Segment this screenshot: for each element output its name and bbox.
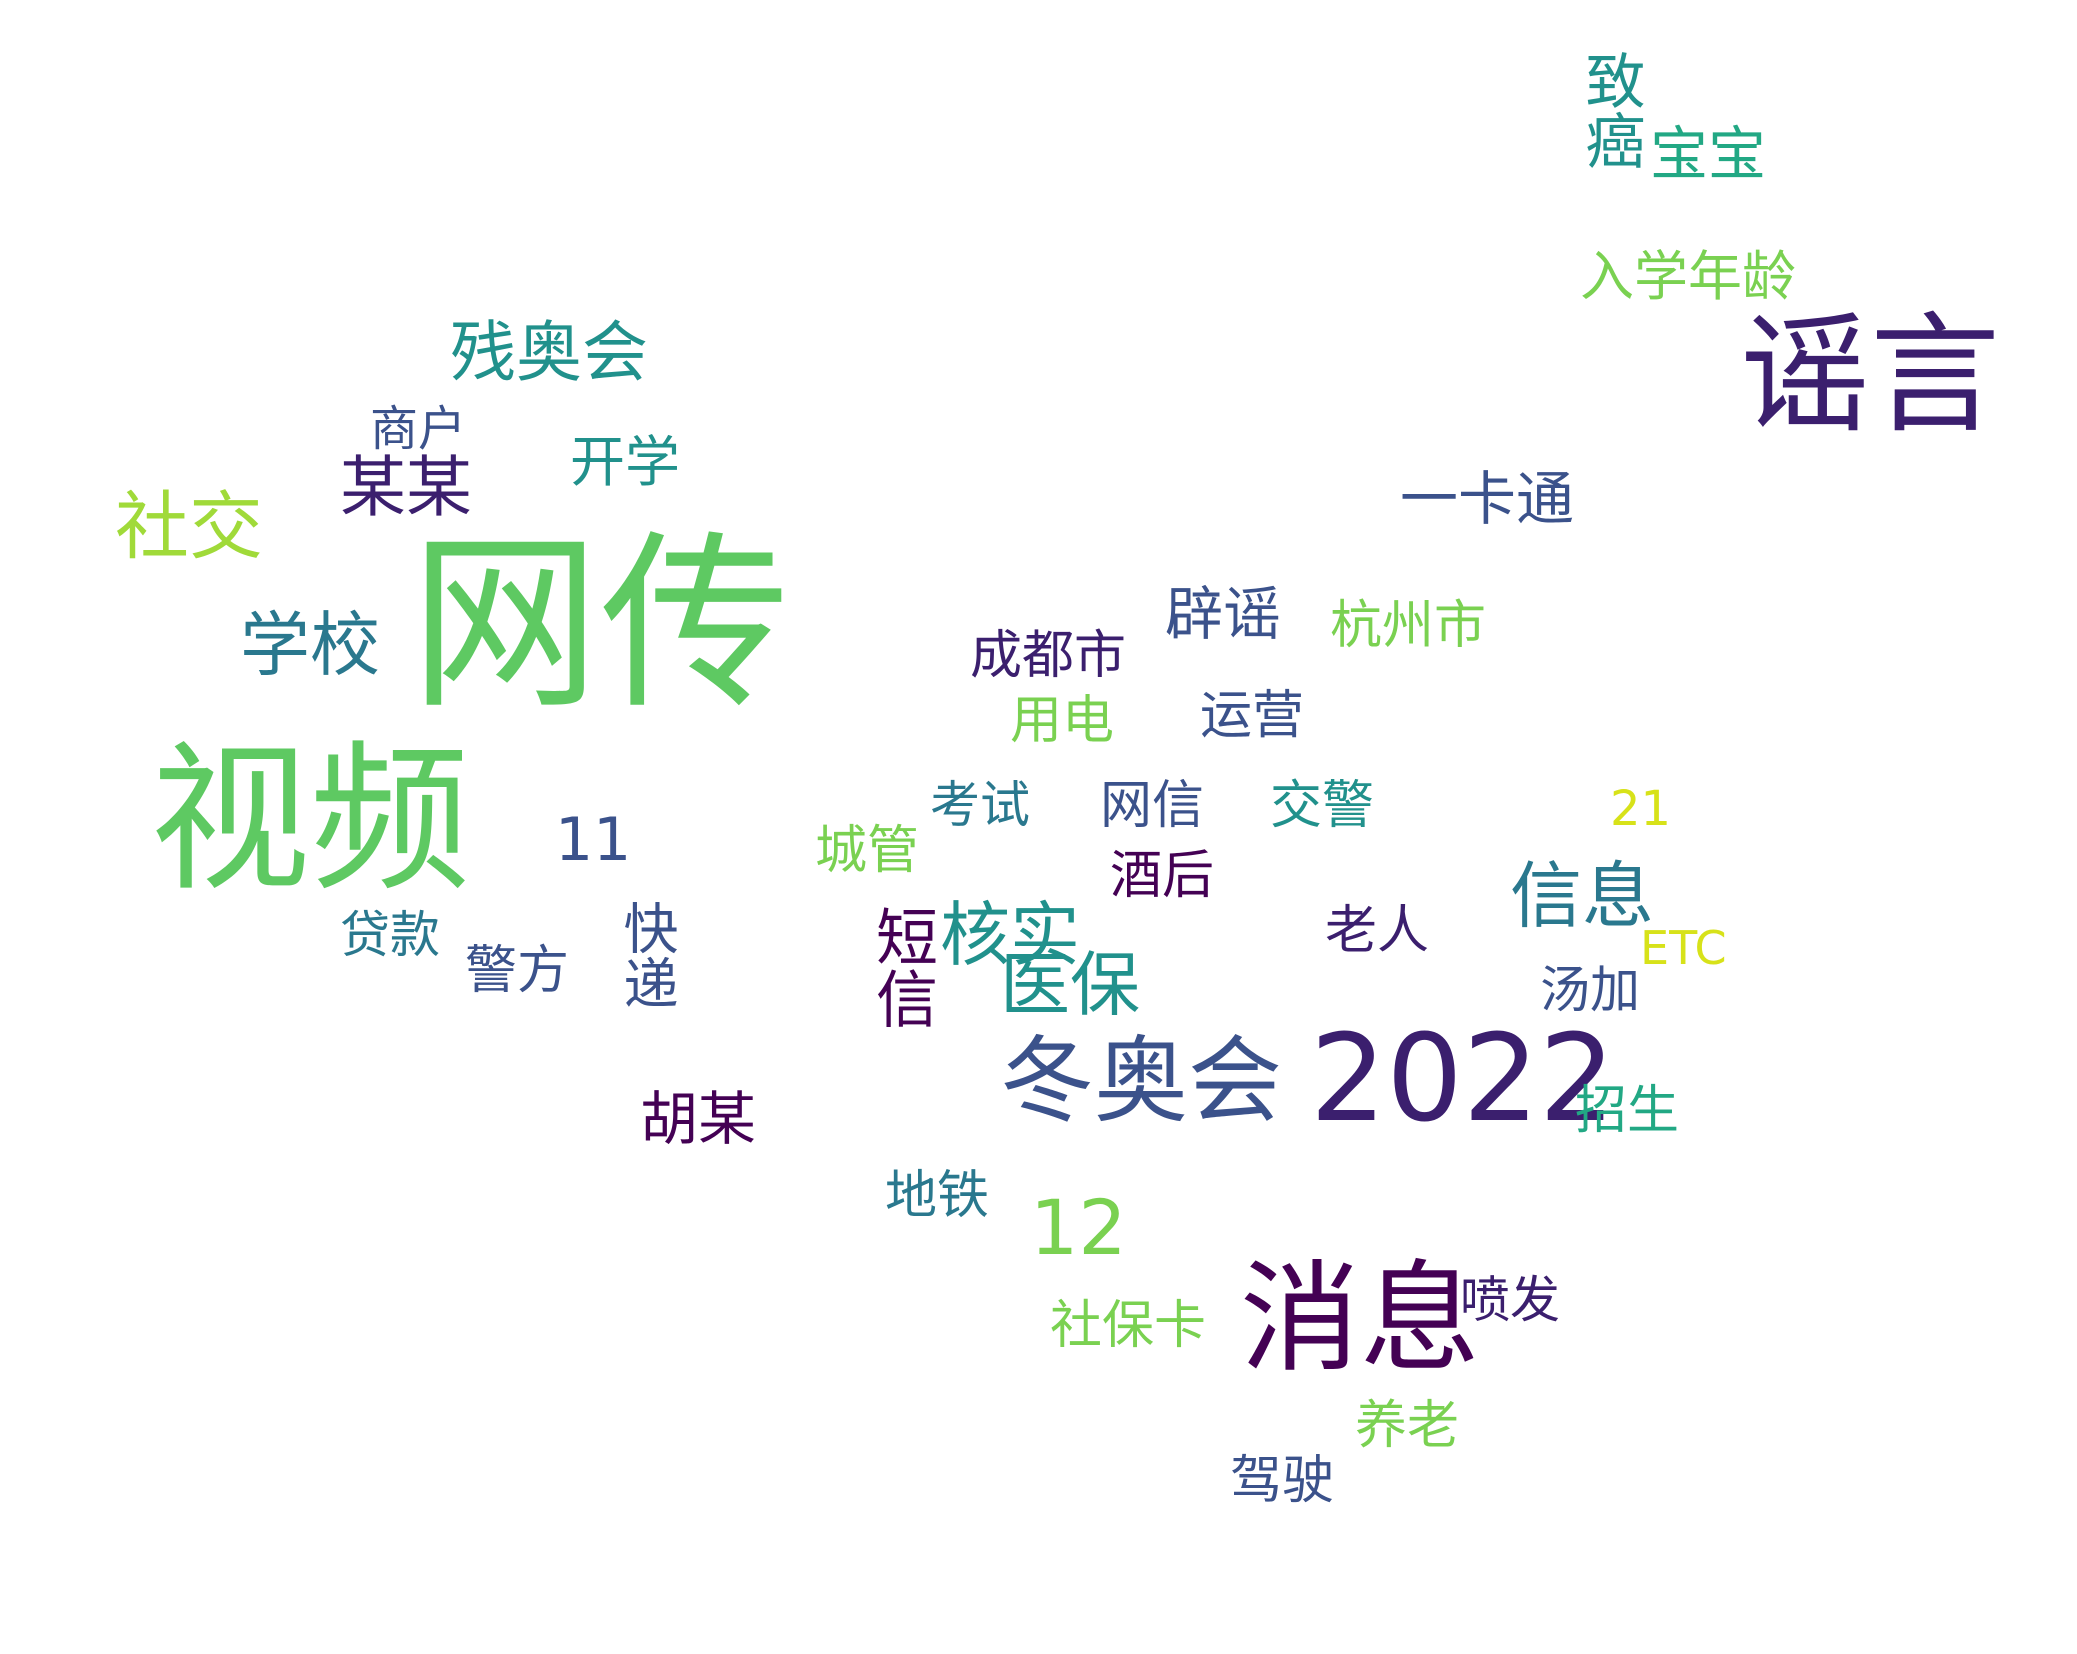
cloud-word: 老人 bbox=[1325, 901, 1430, 961]
cloud-word: 12 bbox=[1030, 1183, 1127, 1272]
cloud-word: 运营 bbox=[1200, 686, 1305, 746]
cloud-word: 地铁 bbox=[885, 1166, 990, 1226]
cloud-word: 城管 bbox=[815, 821, 920, 881]
cloud-word: 胡某 bbox=[640, 1085, 757, 1153]
cloud-word: 贷款 bbox=[340, 906, 440, 964]
cloud-word: ETC bbox=[1640, 921, 1727, 975]
cloud-word: 谣言 bbox=[1740, 299, 2001, 451]
cloud-word: 驾驶 bbox=[1230, 1451, 1335, 1511]
cloud-word: 杭州市 bbox=[1330, 596, 1487, 656]
cloud-word: 酒后 bbox=[1110, 846, 1215, 906]
cloud-word: 网传 bbox=[410, 514, 791, 735]
cloud-word: 养老 bbox=[1355, 1396, 1460, 1456]
cloud-word: 汤加 bbox=[1540, 961, 1640, 1019]
cloud-word: 快递 bbox=[614, 900, 678, 1010]
cloud-word: 消息 bbox=[1240, 1250, 1480, 1389]
cloud-word: 某某 bbox=[340, 449, 472, 526]
cloud-word: 冬奥会 bbox=[1000, 1027, 1283, 1136]
cloud-word: 入学年龄 bbox=[1580, 245, 1796, 308]
cloud-word: 学校 bbox=[240, 604, 380, 686]
cloud-word: 考试 bbox=[930, 776, 1030, 834]
cloud-word: 一卡通 bbox=[1400, 465, 1575, 533]
cloud-word: 短信 bbox=[865, 905, 938, 1029]
cloud-word: 辟谣 bbox=[1165, 580, 1282, 648]
cloud-word: 招生 bbox=[1575, 1081, 1680, 1141]
cloud-word: 网信 bbox=[1100, 776, 1205, 836]
cloud-word: 信息 bbox=[1510, 854, 1655, 938]
cloud-word: 视频 bbox=[150, 726, 471, 913]
cloud-word: 社保卡 bbox=[1050, 1296, 1207, 1356]
cloud-word: 医保 bbox=[1000, 944, 1140, 1026]
cloud-word: 喷发 bbox=[1460, 1271, 1560, 1329]
cloud-word: 核实 bbox=[940, 894, 1080, 976]
cloud-word: 21 bbox=[1610, 781, 1672, 837]
cloud-word: 交警 bbox=[1270, 776, 1375, 836]
cloud-word: 社交 bbox=[115, 484, 263, 570]
cloud-word: 成都市 bbox=[970, 626, 1127, 686]
cloud-word: 警方 bbox=[465, 941, 570, 1001]
cloud-word: 残奥会 bbox=[450, 314, 648, 391]
cloud-word: 宝宝 bbox=[1650, 120, 1767, 188]
cloud-word: 致癌 bbox=[1575, 50, 1645, 170]
cloud-word: 开学 bbox=[570, 430, 681, 494]
cloud-word: 商户 bbox=[370, 401, 467, 457]
cloud-word: 2022 bbox=[1310, 1010, 1616, 1149]
cloud-word: 11 bbox=[555, 805, 632, 875]
cloud-word: 用电 bbox=[1010, 691, 1115, 751]
